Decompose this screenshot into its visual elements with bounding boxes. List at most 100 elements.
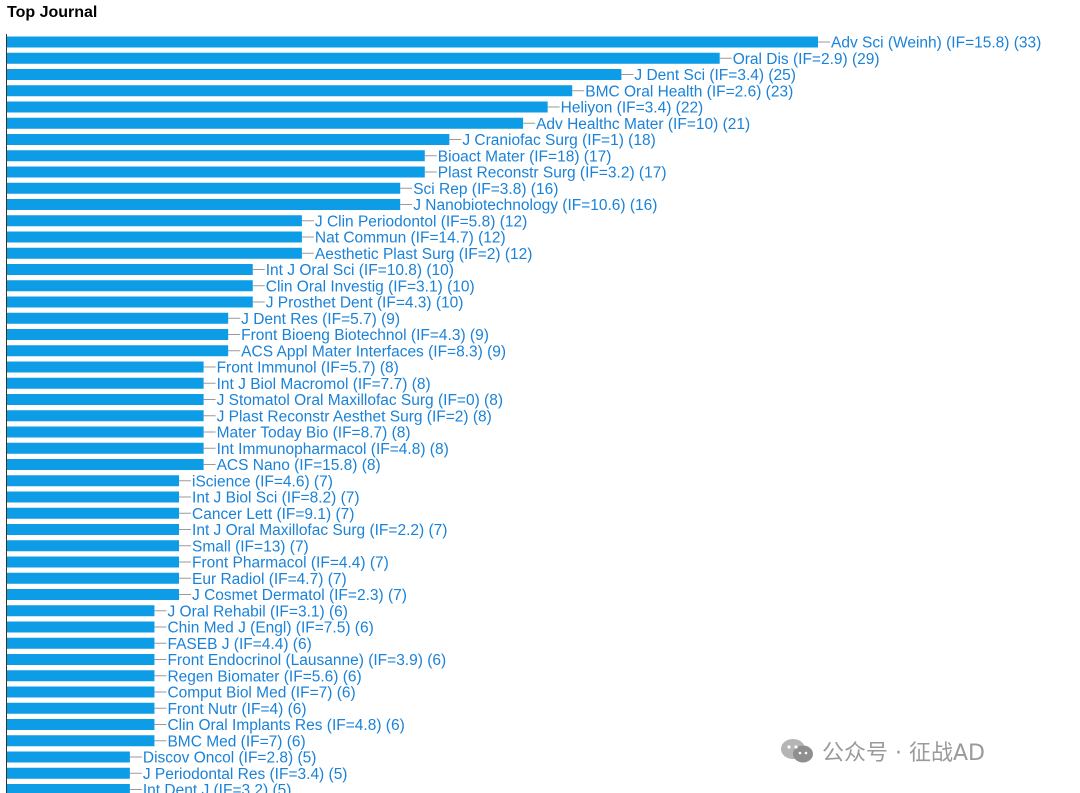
bar: [7, 199, 401, 210]
bar: [7, 475, 180, 487]
bar-label: J Dent Res (IF=5.7) (9): [241, 311, 400, 328]
bar-label: BMC Med (IF=7) (6): [167, 733, 305, 750]
bar-label: BMC Oral Health (IF=2.6) (23): [585, 83, 793, 100]
bar-label: J Craniofac Surg (IF=1) (18): [462, 132, 655, 149]
bar-label: Chin Med J (Engl) (IF=7.5) (6): [167, 620, 373, 637]
bar-label: J Clin Periodontol (IF=5.8) (12): [315, 213, 527, 230]
bar: [7, 491, 180, 503]
bar: [7, 166, 425, 178]
bar: [7, 394, 204, 405]
bar-label: J Oral Rehabil (IF=3.1) (6): [167, 603, 347, 620]
bar: [7, 329, 229, 340]
bar-label: Int Dent J (IF=3.2) (5): [143, 782, 292, 793]
bar-label: Adv Sci (Weinh) (IF=15.8) (33): [831, 35, 1041, 52]
bar-label: Heliyon (IF=3.4) (22): [561, 100, 704, 117]
wechat-logo-icon: [780, 737, 814, 765]
bar: [7, 101, 548, 113]
bar: [7, 280, 253, 292]
bar: [7, 264, 253, 275]
bar-label: Aesthetic Plast Surg (IF=2) (12): [315, 246, 533, 263]
bar: [7, 702, 155, 714]
bar: [7, 719, 155, 730]
bar-label: Mater Today Bio (IF=8.7) (8): [217, 425, 411, 442]
bar-label: Sci Rep (IF=3.8) (16): [413, 181, 558, 198]
bar-label: Int J Oral Maxillofac Surg (IF=2.2) (7): [192, 522, 447, 539]
bar: [7, 507, 180, 519]
bar-label: Int J Oral Sci (IF=10.8) (10): [266, 262, 454, 279]
bar: [7, 735, 155, 747]
bar-label: Int J Biol Sci (IF=8.2) (7): [192, 490, 360, 507]
bar-label: Front Nutr (IF=4) (6): [167, 701, 306, 718]
bar-label: J Nanobiotechnology (IF=10.6) (16): [413, 197, 657, 214]
bar: [7, 426, 204, 438]
bar: [7, 247, 302, 259]
bar-label: J Plast Reconstr Aesthet Surg (IF=2) (8): [217, 408, 492, 425]
bar-label: Int Immunopharmacol (IF=4.8) (8): [217, 441, 449, 458]
bar: [7, 572, 180, 584]
bar: [7, 69, 622, 80]
bar: [7, 361, 204, 373]
bar: [7, 637, 155, 649]
bar: [7, 117, 524, 129]
bar: [7, 215, 302, 227]
watermark-text: 公众号 · 征战AD: [822, 741, 985, 766]
bar: [7, 312, 229, 324]
bar: [7, 231, 302, 243]
bar-label: Clin Oral Implants Res (IF=4.8) (6): [167, 717, 404, 734]
bar: [7, 670, 155, 682]
bar: [7, 296, 253, 308]
bar-label: J Periodontal Res (IF=3.4) (5): [143, 766, 348, 783]
bar-label: Front Pharmacol (IF=4.4) (7): [192, 555, 389, 572]
bar-label: Bioact Mater (IF=18) (17): [438, 148, 612, 165]
bar-label: Adv Healthc Mater (IF=10) (21): [536, 116, 750, 133]
bar-label: Small (IF=13) (7): [192, 538, 309, 555]
bar-label: ACS Appl Mater Interfaces (IF=8.3) (9): [241, 343, 506, 360]
bar: [7, 751, 130, 763]
bar: [7, 556, 180, 568]
bar-label: Plast Reconstr Surg (IF=3.2) (17): [438, 165, 667, 182]
bar-label: J Dent Sci (IF=3.4) (25): [634, 67, 796, 84]
bar-label: Clin Oral Investig (IF=3.1) (10): [266, 278, 475, 295]
chart-title: Top Journal: [7, 4, 98, 21]
bar: [7, 52, 720, 64]
bar-label: ACS Nano (IF=15.8) (8): [217, 457, 381, 474]
bar: [7, 621, 155, 633]
bar: [7, 442, 204, 454]
bar: [7, 182, 401, 194]
bar-label: Front Endocrinol (Lausanne) (IF=3.9) (6): [167, 652, 446, 669]
bar: [7, 377, 204, 389]
bar-label: Int J Biol Macromol (IF=7.7) (8): [217, 376, 431, 393]
bar: [7, 524, 180, 535]
bar-label: Front Bioeng Biotechnol (IF=4.3) (9): [241, 327, 489, 344]
bar-label: J Prosthet Dent (IF=4.3) (10): [266, 295, 464, 312]
bar: [7, 85, 573, 97]
bar-label: J Stomatol Oral Maxillofac Surg (IF=0) (…: [217, 392, 503, 409]
bar-label: Regen Biomater (IF=5.6) (6): [167, 668, 361, 685]
bar: [7, 410, 204, 422]
bar: [7, 784, 130, 793]
bar-label: FASEB J (IF=4.4) (6): [167, 636, 311, 653]
bar: [7, 540, 180, 552]
bar-label: Cancer Lett (IF=9.1) (7): [192, 506, 354, 523]
bar: [7, 605, 155, 617]
bar: [7, 459, 204, 470]
bar: [7, 345, 229, 357]
bar: [7, 686, 155, 698]
bar-label: Eur Radiol (IF=4.7) (7): [192, 571, 347, 588]
bar: [7, 654, 155, 665]
bar-label: Discov Oncol (IF=2.8) (5): [143, 750, 317, 767]
bar-label: Comput Biol Med (IF=7) (6): [167, 685, 355, 702]
bar: [7, 134, 450, 145]
bar: [7, 767, 130, 779]
bars-group: Adv Sci (Weinh) (IF=15.8) (33)Oral Dis (…: [7, 35, 1041, 793]
bar-label: Oral Dis (IF=2.9) (29): [733, 51, 880, 68]
bar-label: Front Immunol (IF=5.7) (8): [217, 360, 399, 377]
bar: [7, 589, 180, 600]
bar: [7, 36, 818, 48]
bar: [7, 150, 425, 162]
watermark: 公众号 · 征战AD: [780, 735, 985, 767]
bar-label: J Cosmet Dermatol (IF=2.3) (7): [192, 587, 407, 604]
bar-label: iScience (IF=4.6) (7): [192, 473, 333, 490]
bar-label: Nat Commun (IF=14.7) (12): [315, 230, 506, 247]
